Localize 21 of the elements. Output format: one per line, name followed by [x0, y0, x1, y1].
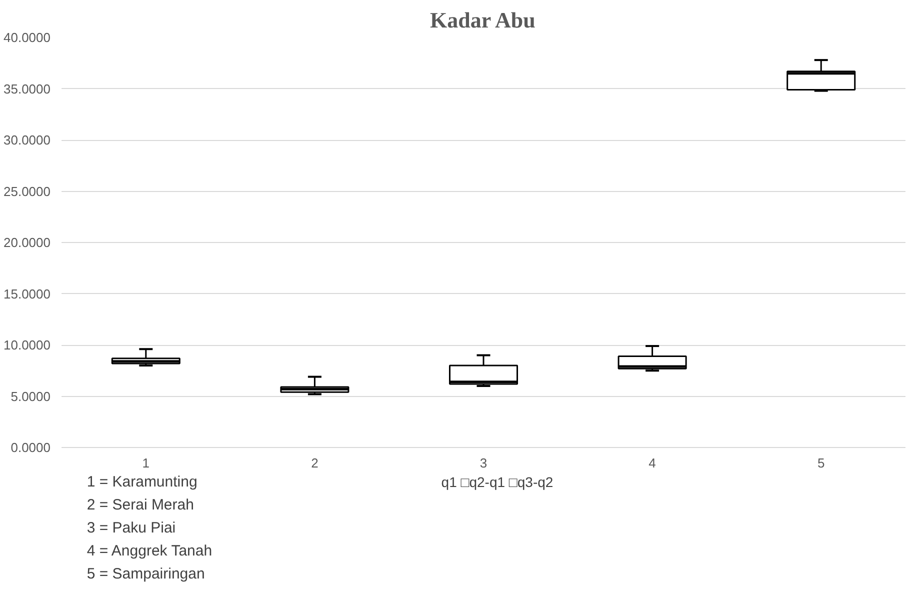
x-tick-label: 1	[142, 456, 150, 470]
y-tick-label: 10.0000	[4, 338, 51, 352]
y-tick-label: 5.0000	[10, 388, 51, 404]
text: 4 = Anggrek Tanah	[86, 542, 212, 560]
x-tick-label: 3	[480, 456, 488, 470]
y-tick-label: 40.0000	[4, 30, 51, 45]
text: 2 = Serai Merah	[86, 496, 194, 514]
y-tick-label: 25.0000	[4, 184, 51, 199]
text: 5 = Sampairingan	[86, 566, 205, 582]
text: 3 = Paku Piai	[86, 520, 176, 536]
y-tick-label: 0.0000	[10, 440, 51, 455]
x-tick-label: 4	[648, 456, 656, 470]
x-tick-label: 2	[311, 456, 318, 470]
y-tick-label: 15.0000	[4, 286, 51, 302]
y-tick-label: 35.0000	[4, 81, 51, 96]
x-tick-label: 5	[817, 456, 825, 470]
y-tick-label: 20.0000	[4, 235, 51, 250]
chart-title: Kadar Abu	[430, 8, 536, 32]
text: q1 □q2-q1 □q3-q2	[441, 474, 554, 490]
y-tick-label: 30.0000	[4, 132, 51, 148]
text: 1 = Karamunting	[86, 474, 198, 490]
